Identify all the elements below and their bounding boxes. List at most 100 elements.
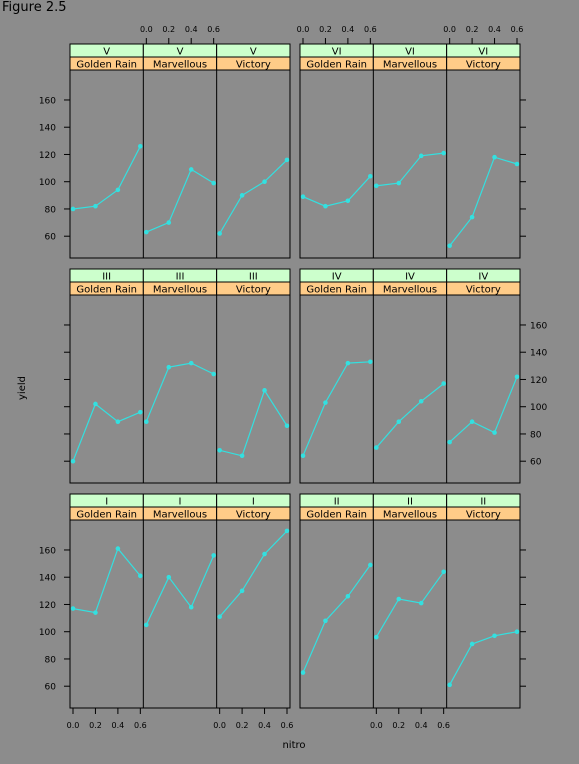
panel-i-victory-point-0: [217, 614, 222, 620]
panel-vi-golden-rain-point-1: [323, 203, 328, 209]
panel-v-victory-variety-label: Victory: [236, 60, 271, 71]
x-tick-label-top-p5-0: 0.0: [443, 25, 456, 34]
panel-v-golden-rain-point-0: [70, 206, 76, 212]
panel-ii-marvellous-point-2: [418, 600, 424, 606]
panel-iii-marvellous-variety-label: Marvellous: [153, 285, 207, 296]
panel-group-frame-iii: [69, 294, 291, 484]
panel-v-marvellous-block-label: V: [177, 47, 184, 58]
panel-ii-victory-series-line: [449, 631, 518, 686]
panel-iii-marvellous-point-0: [144, 419, 149, 424]
panel-i-golden-rain-block-label: I: [105, 497, 108, 508]
panel-i-marvellous-point-2: [188, 604, 194, 610]
panel-group-frame-i: [69, 519, 291, 709]
y-axis-title: yield: [17, 376, 28, 400]
panel-v-marvellous-point-3: [211, 180, 216, 186]
panel-ii-victory-point-1: [469, 641, 475, 647]
panel-v-marvellous-series-line: [146, 168, 215, 233]
panel-iii-golden-rain-variety-label: Golden Rain: [76, 285, 137, 296]
x-tick-label-top-p1-1: 0.2: [162, 25, 175, 34]
x-tick-label-top-p1-0: 0.0: [140, 25, 153, 34]
panel-vi-marvellous-block-label: VI: [405, 47, 415, 58]
x-tick-label-top-p3-3: 0.6: [364, 25, 377, 34]
panel-group-frame-ii: [299, 519, 521, 709]
panel-vi-golden-rain-block-label: VI: [332, 47, 342, 58]
x-tick-label-bottom-p0-1: 0.2: [89, 721, 102, 730]
x-tick-label-bottom-p4-1: 0.2: [392, 721, 405, 730]
panel-v-golden-rain-point-2: [115, 187, 121, 193]
y-tick-label-right-row1-140: 140: [530, 349, 547, 359]
panel-group-frame-iv: [299, 294, 521, 484]
y-tick-label-left-row2-160: 160: [39, 546, 56, 556]
x-tick-label-bottom-p2-3: 0.6: [281, 721, 294, 730]
y-tick-label-left-row0-100: 100: [39, 178, 56, 188]
panel-iii-golden-rain-point-0: [70, 458, 76, 464]
x-tick-label-bottom-p4-3: 0.6: [437, 721, 450, 730]
panel-v-marvellous-variety-label: Marvellous: [153, 60, 207, 71]
panel-vi-victory-point-2: [492, 154, 497, 160]
x-tick-label-bottom-p2-0: 0.0: [213, 721, 226, 730]
y-tick-label-right-row1-60: 60: [530, 458, 542, 468]
y-tick-label-left-row0-120: 120: [39, 151, 56, 161]
panel-vi-victory-block-label: VI: [478, 47, 488, 58]
panel-ii-golden-rain-point-2: [345, 593, 351, 599]
panel-iii-golden-rain-point-1: [93, 401, 98, 407]
y-tick-label-left-row0-160: 160: [39, 96, 56, 106]
panel-ii-marvellous-series-line: [375, 571, 445, 638]
panel-iv-golden-rain-point-0: [300, 453, 306, 459]
panel-i-victory-point-1: [239, 588, 245, 594]
panel-vi-golden-rain-series-line: [302, 175, 371, 207]
x-tick-label-bottom-p4-0: 0.0: [370, 721, 383, 730]
x-tick-label-top-p1-2: 0.4: [185, 25, 198, 34]
x-tick-label-top-p5-3: 0.6: [511, 25, 524, 34]
panel-iii-victory-point-1: [239, 453, 245, 459]
panel-iv-victory-point-0: [447, 439, 452, 445]
panel-v-golden-rain-point-3: [138, 143, 143, 149]
y-tick-label-left-row0-140: 140: [39, 124, 56, 134]
panel-i-victory-series-line: [219, 530, 288, 618]
panel-iii-golden-rain-point-3: [138, 409, 143, 415]
panel-iii-victory-point-2: [262, 388, 267, 393]
x-axis-title: nitro: [282, 740, 305, 751]
panel-ii-marvellous-variety-label: Marvellous: [383, 510, 437, 521]
panel-vi-marvellous-point-1: [396, 180, 402, 186]
panel-iii-victory-point-3: [284, 423, 290, 429]
panel-v-victory-block-label: V: [250, 47, 257, 58]
panel-vi-marvellous-point-0: [374, 183, 379, 189]
x-tick-label-bottom-p0-3: 0.6: [134, 721, 147, 730]
y-tick-label-right-row1-120: 120: [530, 376, 547, 386]
panel-i-victory-variety-label: Victory: [236, 510, 271, 521]
panel-i-golden-rain-variety-label: Golden Rain: [76, 510, 137, 521]
panel-i-victory-block-label: I: [252, 497, 255, 508]
panel-ii-marvellous-point-1: [396, 596, 402, 602]
panel-v-victory-point-0: [217, 231, 222, 236]
panel-iii-victory-point-0: [217, 448, 222, 453]
x-tick-label-top-p3-0: 0.0: [297, 25, 310, 34]
panel-ii-golden-rain-point-3: [368, 562, 373, 568]
panel-ii-victory-point-0: [447, 682, 452, 688]
panel-vi-victory-variety-label: Victory: [466, 60, 501, 71]
panel-iii-marvellous-point-3: [211, 371, 216, 377]
x-tick-label-bottom-p2-1: 0.2: [236, 721, 249, 730]
panel-v-victory-point-2: [262, 179, 267, 185]
x-tick-label-top-p3-1: 0.2: [319, 25, 332, 34]
panel-ii-golden-rain-block-label: II: [334, 497, 340, 508]
panel-vi-marvellous-series-line: [376, 152, 444, 187]
panel-v-victory-series-line: [219, 159, 288, 234]
panel-i-victory-point-3: [284, 528, 290, 534]
x-tick-label-top-p1-3: 0.6: [207, 25, 220, 34]
panel-iv-golden-rain-point-2: [345, 360, 351, 366]
panel-group-frame-v: [69, 69, 291, 259]
x-tick-label-bottom-p0-2: 0.4: [112, 721, 125, 730]
panel-ii-victory-variety-label: Victory: [466, 510, 501, 521]
panel-i-victory-point-2: [262, 551, 267, 557]
panel-i-golden-rain-point-1: [93, 610, 98, 615]
panel-i-golden-rain-point-0: [70, 606, 76, 611]
panel-iii-marvellous-point-2: [188, 360, 194, 366]
panel-ii-golden-rain-point-0: [300, 670, 306, 675]
panel-ii-golden-rain-point-1: [323, 618, 328, 624]
panel-vi-golden-rain-variety-label: Golden Rain: [306, 60, 367, 71]
y-tick-label-left-row2-100: 100: [39, 628, 56, 638]
panel-vi-golden-rain-point-0: [300, 194, 306, 199]
panel-iv-victory-point-1: [469, 419, 475, 424]
panel-iii-marvellous-point-1: [166, 364, 172, 370]
